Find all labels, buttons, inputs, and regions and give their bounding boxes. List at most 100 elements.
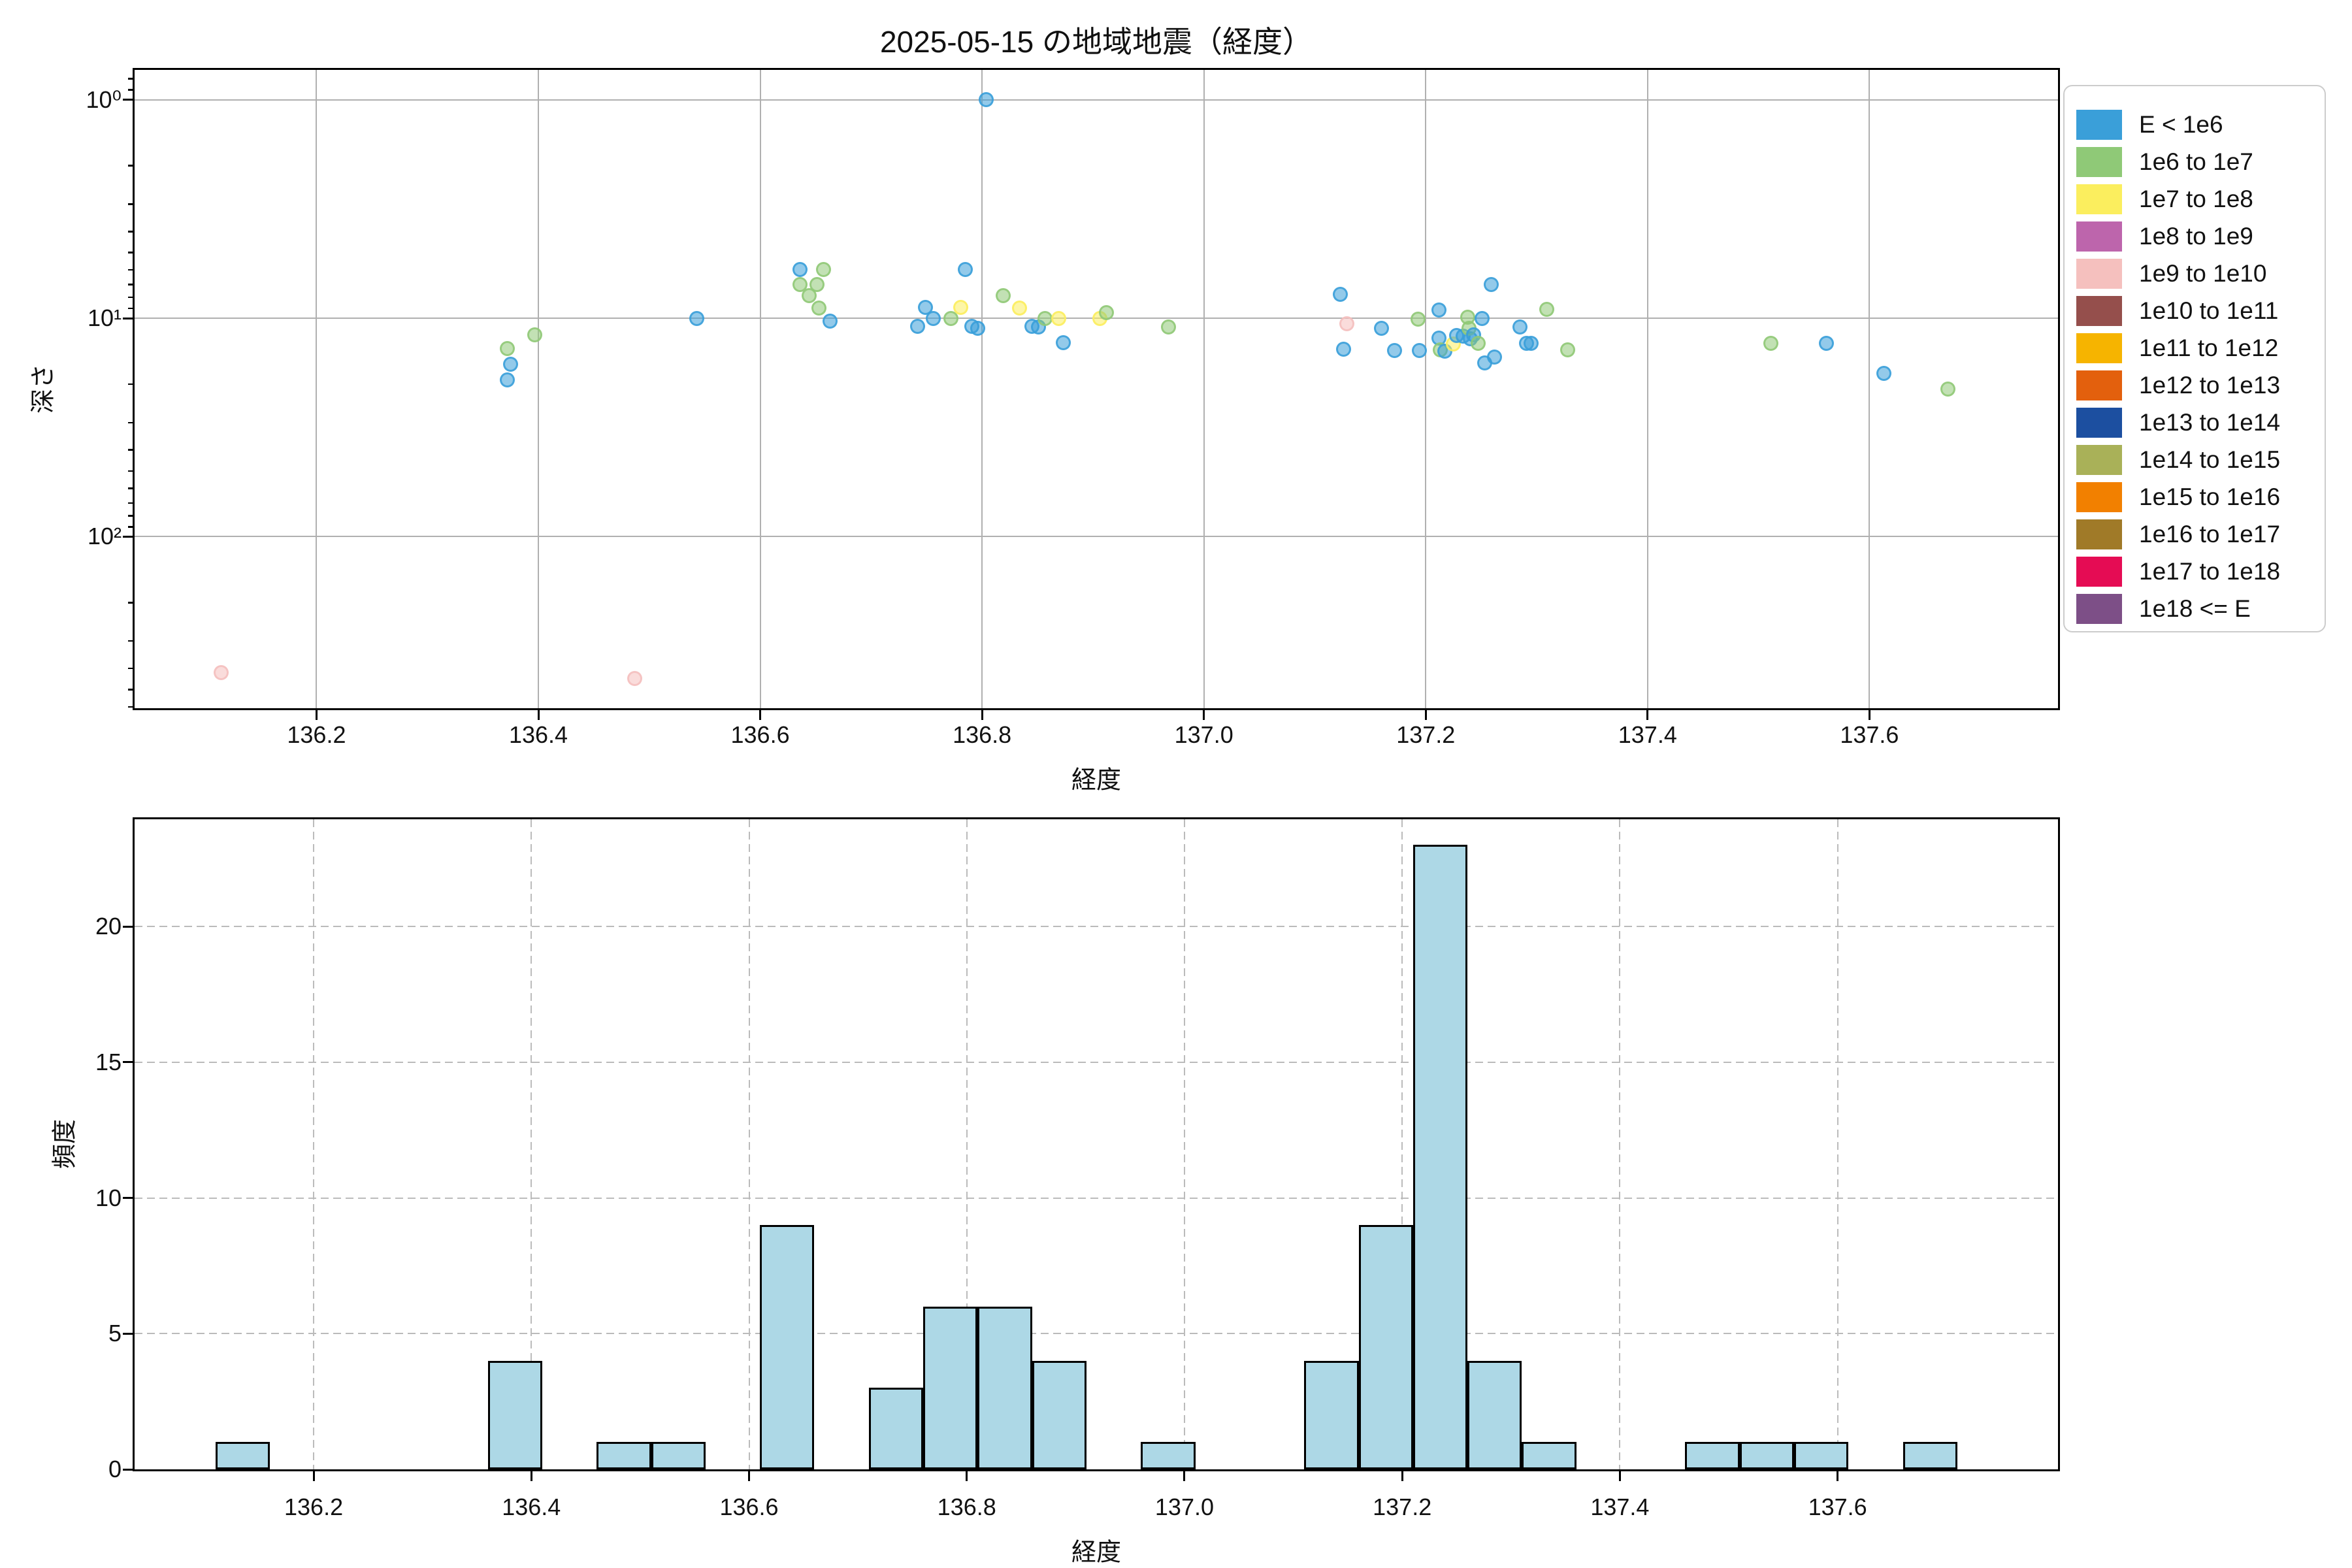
scatter-xtick-mark (1646, 708, 1649, 720)
hist-xtick-label: 137.4 (1590, 1494, 1650, 1520)
hist-xtick-label: 137.6 (1808, 1494, 1867, 1520)
scatter-point (823, 313, 838, 329)
scatter-point (1037, 310, 1053, 326)
scatter-point (1160, 319, 1176, 335)
legend-swatch (2076, 295, 2122, 326)
scatter-point (1339, 316, 1355, 332)
legend-swatch (2076, 258, 2122, 289)
scatter-gridline-x (1203, 70, 1205, 708)
scatter-gridline-x (981, 70, 983, 708)
legend-swatch (2076, 109, 2122, 140)
hist-gridline-y (135, 1333, 2058, 1335)
legend-swatch (2076, 221, 2122, 252)
scatter-point (1336, 342, 1352, 357)
legend-swatch (2076, 184, 2122, 214)
scatter-xtick-label: 137.2 (1396, 721, 1456, 748)
hist-bar (977, 1306, 1032, 1469)
legend-label: 1e6 to 1e7 (2139, 148, 2253, 175)
scatter-point (811, 301, 827, 316)
legend-label: 1e12 to 1e13 (2139, 371, 2281, 399)
hist-gridline-x (1183, 819, 1185, 1469)
scatter-point (1940, 381, 1956, 397)
hist-xtick-mark (1618, 1469, 1621, 1481)
legend-swatch (2076, 333, 2122, 363)
hist-ytick-mark (123, 925, 135, 928)
scatter-point (689, 310, 705, 326)
scatter-ytick-minor (128, 78, 135, 80)
legend-entry: 1e17 to 1e18 (2076, 553, 2325, 590)
legend-entry: 1e12 to 1e13 (2076, 367, 2325, 404)
scatter-xtick-label: 136.2 (287, 721, 346, 748)
scatter-gridline-x (1646, 70, 1648, 708)
scatter-ytick-minor (128, 515, 135, 517)
scatter-point (918, 299, 934, 315)
hist-bar (923, 1306, 978, 1469)
scatter-point (503, 356, 519, 372)
hist-bar (651, 1442, 706, 1469)
legend-swatch (2076, 407, 2122, 438)
legend-entry: E < 1e6 (2076, 106, 2325, 143)
scatter-gridline-x (1869, 70, 1870, 708)
hist-yaxis-label: 頻度 (51, 1119, 79, 1169)
scatter-point (1051, 310, 1066, 326)
scatter-ytick-mark (123, 535, 135, 538)
scatter-gridline-x (759, 70, 761, 708)
legend-swatch (2076, 593, 2122, 624)
hist-bar (1903, 1442, 1957, 1469)
legend-label: 1e14 to 1e15 (2139, 446, 2281, 473)
hist-xtick-label: 136.6 (719, 1494, 779, 1520)
hist-bar (868, 1388, 924, 1469)
hist-bar (1358, 1225, 1413, 1469)
scatter-point (1483, 276, 1499, 292)
legend-entry: 1e6 to 1e7 (2076, 143, 2325, 180)
scatter-ytick-minor (128, 383, 135, 385)
scatter-point (815, 262, 831, 278)
scatter-xtick-mark (1424, 708, 1427, 720)
hist-gridline-y (135, 1197, 2058, 1199)
scatter-point (1431, 302, 1447, 318)
scatter-point (1055, 335, 1071, 350)
hist-ytick-mark (123, 1332, 135, 1335)
chart-title: 2025-05-15 の地域地震（経度） (879, 25, 1313, 59)
legend-entry: 1e15 to 1e16 (2076, 478, 2325, 515)
legend-label: 1e10 to 1e11 (2139, 297, 2279, 324)
hist-gridline-x (531, 819, 532, 1469)
scatter-point (1475, 310, 1490, 326)
scatter-point (1524, 335, 1539, 351)
legend-label: 1e16 to 1e17 (2139, 520, 2281, 547)
scatter-point (910, 319, 926, 335)
scatter-xtick-mark (1868, 708, 1870, 720)
scatter-point (1012, 301, 1028, 316)
scatter-gridline-y (135, 536, 2058, 538)
scatter-yaxis-label: 深さ (29, 363, 57, 414)
scatter-xtick-label: 137.0 (1174, 721, 1233, 748)
hist-xtick-label: 137.2 (1373, 1494, 1432, 1520)
scatter-ytick-minor (128, 421, 135, 424)
scatter-point (1876, 366, 1891, 382)
hist-gridline-x (1837, 819, 1838, 1469)
scatter-xtick-label: 137.6 (1840, 721, 1899, 748)
scatter-ytick-minor (128, 640, 135, 642)
hist-xtick-mark (530, 1469, 532, 1481)
hist-xtick-label: 136.4 (502, 1494, 561, 1520)
scatter-ytick-minor (128, 89, 135, 91)
scatter-xtick-label: 136.8 (953, 721, 1012, 748)
scatter-point (499, 341, 515, 357)
hist-bar (596, 1442, 651, 1469)
hist-gridline-x (1401, 819, 1403, 1469)
hist-gridline-x (313, 819, 315, 1469)
legend-label: 1e9 to 1e10 (2139, 259, 2267, 287)
scatter-point (1539, 301, 1554, 317)
scatter-ytick-label: 10¹ (87, 304, 122, 332)
hist-gridline-x (1619, 819, 1621, 1469)
hist-ytick-mark (123, 1197, 135, 1200)
legend-label: 1e11 to 1e12 (2139, 334, 2279, 361)
scatter-point (627, 671, 643, 687)
scatter-ytick-label: 10⁰ (86, 86, 122, 113)
scatter-point (1387, 343, 1403, 359)
legend-label: E < 1e6 (2139, 110, 2223, 138)
scatter-ytick-minor (128, 602, 135, 604)
hist-xtick-mark (1183, 1469, 1186, 1481)
hist-ytick-mark (123, 1468, 135, 1471)
scatter-ytick-label: 10² (87, 523, 122, 550)
